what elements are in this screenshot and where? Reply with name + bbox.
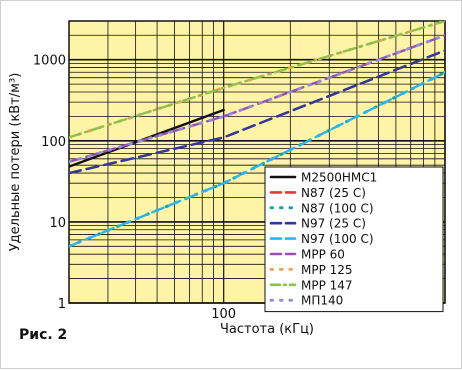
legend-label: MPP 125 — [301, 263, 353, 277]
legend-label: M2500HMC1 — [301, 171, 377, 185]
y-tick-label: 100 — [41, 135, 66, 150]
legend-label: N97 (100 C) — [301, 232, 374, 246]
legend-label: N97 (25 C) — [301, 217, 366, 231]
series-line — [69, 21, 445, 139]
legend-label: N87 (100 C) — [301, 201, 374, 215]
y-tick-label: 1000 — [33, 54, 66, 69]
series-group — [69, 21, 445, 248]
legend-label: MPP 60 — [301, 248, 345, 262]
legend-label: N87 (25 C) — [301, 186, 366, 200]
x-axis-label: Частота (кГц) — [220, 322, 314, 337]
figure-label: Рис. 2 — [19, 327, 67, 343]
y-tick-label: 1 — [58, 297, 66, 312]
series-line — [69, 49, 445, 175]
y-axis-label: Удельные потери (кВт/м³) — [8, 73, 23, 252]
series-line — [69, 33, 445, 164]
series-line — [69, 71, 445, 248]
y-tick-label: 10 — [49, 216, 66, 231]
legend-label: МП140 — [301, 294, 343, 308]
x-tick-label: 100 — [211, 307, 236, 322]
legend-label: MPP 147 — [301, 278, 353, 292]
